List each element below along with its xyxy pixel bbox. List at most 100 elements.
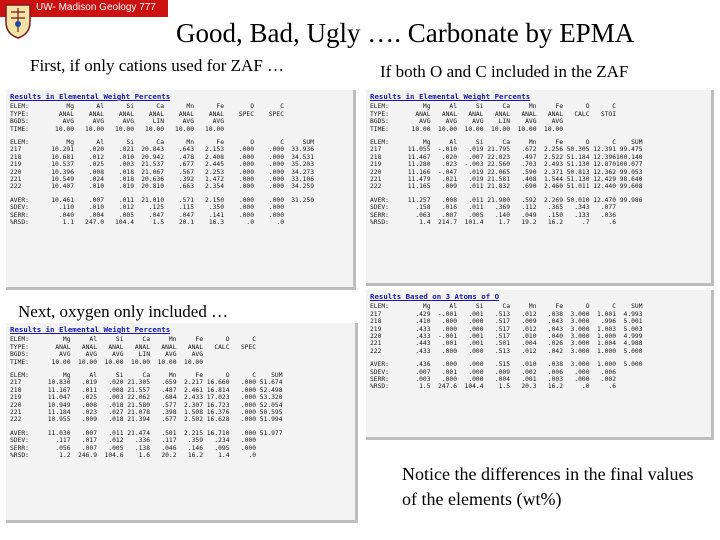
table-row: 222 .433 .000 .000 .513 .012 .042 3.000 1.000 5.0… [370,348,707,355]
table-cell: .996 [600,318,616,326]
table-cell: Si [126,139,134,147]
table-cell: .138 [134,444,150,452]
table-cell: SUM [271,372,283,380]
table-cell: .008 [441,196,457,204]
table-cell: 1.4 [419,219,431,227]
table-cell: .478 [178,153,194,161]
table-row: %RSD: 1.2 246.9 104.6 1.6 20.2 16.2 1.4 .0 [10,452,351,459]
table-cell: .009 [521,318,537,326]
table-cell: Ca [156,103,164,111]
row-label: TYPE: [370,110,389,118]
table-cell [616,111,643,118]
row-label: 220 [10,401,22,409]
table-cell: AVG [165,351,177,359]
table-cell: Mn [528,103,537,111]
table-cell: 11.280 [407,161,431,169]
row-label: ELEM: [10,139,29,147]
table-cell: .0 [248,452,256,460]
table-cell: 21.795 [487,146,510,154]
table-cell: CALC [214,343,230,351]
table-cell: .018 [108,416,124,424]
table-cell: 11.030 [47,429,71,437]
table-cell: 5.000 [623,347,643,355]
row-label: 218 [10,153,22,161]
table-cell: 214.7 [438,219,457,227]
table-cell: .000 [240,401,256,409]
table-cell: .020 [441,153,457,161]
table-row: 217 10.291 .020 .021 20.843 .643 2.153 .000 .000… [10,146,349,153]
table-cell [256,344,283,351]
table-cell: AVG [525,118,537,126]
table-cell [284,126,314,133]
table-cell: 10.00 [411,125,431,133]
table-cell: .000 [441,318,457,326]
table-cell: SUM [631,303,643,311]
table-cell: .000 [574,368,590,376]
table-section: AVER: .436.000.000.515.010.038 3.000 1.000 5… [370,361,707,391]
table-cell: .009 [441,183,457,191]
row-label: AVER: [10,429,29,437]
row-label: 222 [370,347,382,355]
table-cell: .008 [81,401,97,409]
table-row: ELEM: Mg Al Si Ca Mn Fe O C SUM [370,303,707,310]
table-cell: O [585,303,590,311]
table-cell: 10.00 [131,358,150,366]
table-section: AVER: 10.461.007.011 21.010.571 2.150.000.0… [10,197,349,227]
table-cell: .012 [118,204,134,212]
table-row: SERR: .040 .004 .005 .047 .047 .141 .000 .000 [10,212,349,219]
table-cell: 10.681 [51,153,74,161]
table-cell: 10.00 [115,125,134,133]
row-label: 221 [10,409,22,417]
table-cell: .000 [240,444,256,452]
table-cell: .677 [178,161,194,169]
table-cell: 10.00 [78,358,97,366]
table-cell: ANAL [547,110,563,118]
table-cell: ANAL [468,110,484,118]
table-cell: STOI [600,110,616,118]
table-cell: 11.184 [47,409,71,417]
table-cell: 247.6 [438,383,457,391]
table-cell: 22.023 [487,153,510,161]
table-cell: 16.660 [206,379,230,387]
table-cell: .000 [268,176,284,184]
table-cell: O [585,139,590,147]
table-cell: .005 [468,211,484,219]
subtitle-cations-only: First, if only cations used for ZAF … [30,56,285,75]
table-cell: 1.5 [498,383,510,391]
table-row: 218 11.467 .020 .007 22.023 .497 2.522 51.184 12… [370,154,707,161]
table-row: 218 .410 .000 .000 .517 .009 .043 3.000 .996 5.00… [370,318,707,325]
table-cell: 1.472 [205,176,224,184]
table-cell: 51.011 [566,183,590,191]
table-cell: .019 [81,379,97,387]
table-cell: Al [96,139,104,147]
table-cell: SPEC [238,110,254,118]
table-cell: O [250,103,254,111]
table-row: 219 10.537 .025 .003 21.537 .677 2.445 .000 .000… [10,161,349,168]
table-cell: .433 [415,347,431,355]
table-cell: 100.077 [616,161,643,169]
table-cell: 33.936 [291,146,314,154]
table-cell: Mn [528,303,537,311]
table-cell: Al [96,103,104,111]
table-cell: Fe [555,103,563,111]
panel-title: Results Based on 3 Atoms of O [370,292,500,301]
table-cell: .001 [521,376,537,384]
table-cell: 51.674 [259,379,283,387]
table-cell: .571 [178,196,194,204]
table-cell: .7 [581,219,590,227]
table-cell: Fe [216,139,224,147]
row-label: 221 [10,176,22,184]
table-cell: AVG [191,351,203,359]
table-cell [224,126,254,133]
row-label: BGDS: [10,118,29,126]
table-cell: 34.259 [291,183,314,191]
table-cell: 1.004 [597,340,616,348]
table-cell: 2.461 [184,386,203,394]
table-cell: Mn [528,139,537,147]
table-cell: .023 [81,409,97,417]
table-cell: .000 [238,168,254,176]
table-cell: .002 [600,376,616,384]
table-cell: .047 [178,211,194,219]
table-cell: 12.362 [593,168,616,176]
table-cell: 20.636 [141,176,164,184]
